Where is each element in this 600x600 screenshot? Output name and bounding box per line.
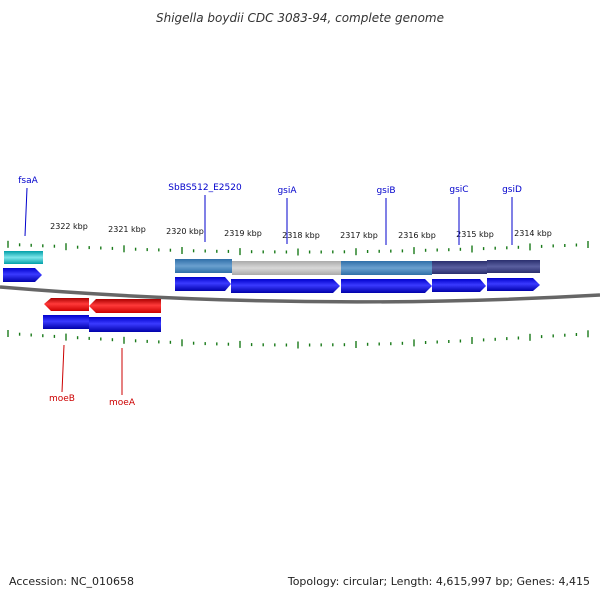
ruler-label-2319: 2319 kbp — [224, 229, 262, 238]
cds-track-reverse — [44, 298, 161, 313]
cds-arrow-gsiB[interactable] — [341, 279, 432, 293]
ruler-bottom — [7, 330, 589, 349]
cds-arrow-SbBS512_E2520[interactable] — [175, 277, 231, 291]
cds-arrow-gsiA[interactable] — [231, 279, 340, 293]
genome-title: Shigella boydii CDC 3083-94, complete ge… — [156, 11, 444, 25]
cds-arrow-gsiC[interactable] — [432, 279, 486, 292]
ruler-label-2314: 2314 kbp — [514, 229, 552, 238]
cds-arrow-moeA[interactable] — [89, 299, 161, 313]
ruler-label-2315: 2315 kbp — [456, 230, 494, 239]
gene-label-moeB[interactable]: moeB — [49, 394, 75, 404]
feature-block-moeA[interactable] — [89, 317, 161, 332]
accession-text: Accession: NC_010658 — [9, 575, 134, 588]
cds-arrow-gsiD[interactable] — [487, 278, 540, 291]
feature-block-SbBS512_E2520[interactable] — [175, 259, 232, 273]
cds-track-forward — [3, 268, 540, 293]
gene-labels-forward: fsaA SbBS512_E2520 gsiA gsiB gsiC gsiD — [18, 176, 522, 245]
gene-label-gsiC[interactable]: gsiC — [449, 185, 468, 195]
topology-text: Topology: circular; Length: 4,615,997 bp… — [287, 575, 590, 588]
ruler-top-labels: 2322 kbp 2321 kbp 2320 kbp 2319 kbp 2318… — [50, 222, 552, 240]
gene-labels-reverse: moeB moeA — [49, 344, 136, 408]
ruler-label-2317: 2317 kbp — [340, 231, 378, 240]
gene-label-fsaA[interactable]: fsaA — [18, 176, 38, 186]
gene-label-gsiD[interactable]: gsiD — [502, 185, 522, 195]
gene-label-moeA[interactable]: moeA — [109, 398, 136, 408]
ruler-label-2322: 2322 kbp — [50, 222, 88, 231]
ruler-top — [7, 240, 589, 256]
label-leader-fsaA — [24, 187, 28, 237]
feature-block-fsaA[interactable] — [4, 251, 43, 264]
genome-backbone — [0, 285, 600, 304]
gene-label-gsiA[interactable]: gsiA — [277, 186, 297, 196]
ruler-label-2316: 2316 kbp — [398, 231, 436, 240]
feature-block-gsiD[interactable] — [487, 260, 540, 273]
feature-block-gsiA[interactable] — [232, 261, 341, 275]
gene-label-gsiB[interactable]: gsiB — [376, 186, 395, 196]
cds-arrow-fsaA[interactable] — [3, 268, 42, 282]
ruler-label-2318: 2318 kbp — [282, 231, 320, 240]
feature-block-gsiC[interactable] — [432, 261, 487, 274]
feature-track-lower — [43, 315, 161, 332]
ruler-label-2320: 2320 kbp — [166, 227, 204, 236]
gene-label-SbBS512_E2520[interactable]: SbBS512_E2520 — [168, 183, 242, 193]
feature-block-moeB[interactable] — [43, 315, 89, 329]
label-leader-moeB — [61, 344, 65, 393]
feature-track-upper — [4, 251, 540, 275]
cds-arrow-moeB[interactable] — [44, 298, 89, 311]
feature-block-gsiB[interactable] — [341, 261, 432, 275]
ruler-label-2321: 2321 kbp — [108, 225, 146, 234]
